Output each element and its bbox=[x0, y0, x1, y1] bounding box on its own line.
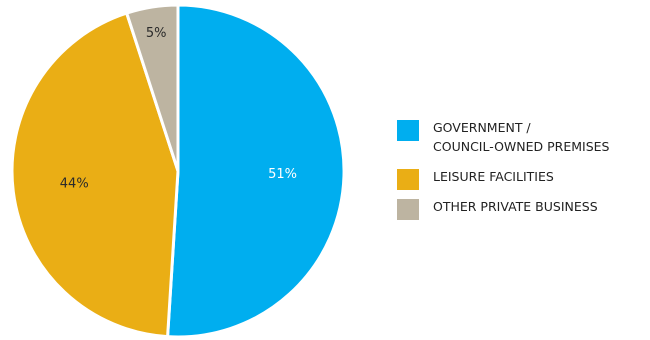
pie-chart: 51% 44% 5% bbox=[10, 3, 346, 339]
legend-label-government-line1: GOVERNMENT / bbox=[433, 120, 531, 135]
legend-swatch-leisure bbox=[397, 169, 419, 190]
legend-item-other-private: OTHER PRIVATE BUSINESS bbox=[397, 197, 610, 220]
slice-label-leisure: 44% bbox=[60, 177, 89, 192]
legend-item-leisure: LEISURE FACILITIES bbox=[397, 167, 610, 190]
legend-swatch-government bbox=[397, 120, 419, 141]
legend-label-leisure: LEISURE FACILITIES bbox=[433, 169, 554, 184]
legend: GOVERNMENT / COUNCIL-OWNED PREMISES LEIS… bbox=[397, 118, 610, 227]
slice-label-government: 51% bbox=[268, 167, 297, 182]
pie-slice-other-private bbox=[124, 3, 180, 172]
legend-label-government-line2: COUNCIL-OWNED PREMISES bbox=[433, 139, 610, 154]
legend-label-other-private: OTHER PRIVATE BUSINESS bbox=[433, 199, 598, 214]
legend-item-government: GOVERNMENT / COUNCIL-OWNED PREMISES bbox=[397, 118, 610, 156]
pie-slice-leisure bbox=[10, 11, 180, 339]
pie-slice-government bbox=[165, 3, 346, 339]
slice-label-other-private: 5% bbox=[146, 26, 167, 41]
legend-swatch-other-private bbox=[397, 199, 419, 220]
